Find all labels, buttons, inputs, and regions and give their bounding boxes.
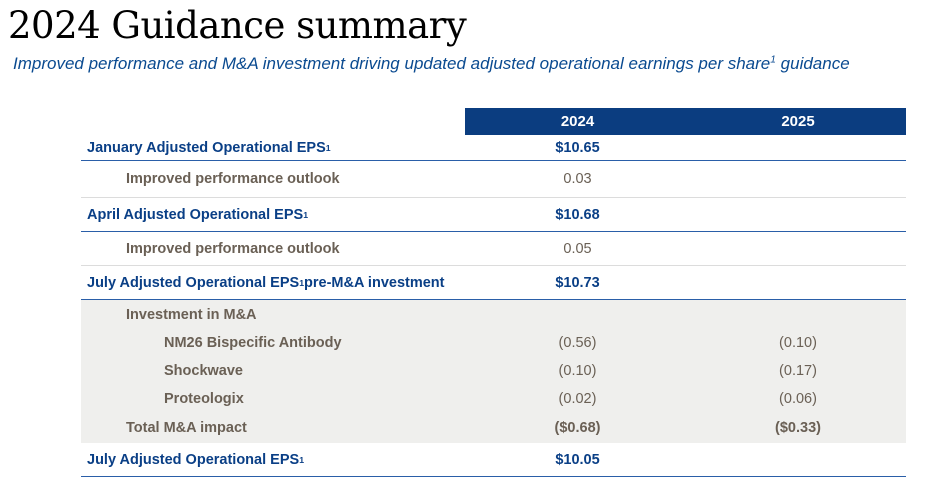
value-2025: (0.17) <box>779 363 817 379</box>
table-row-improved-performance-1: Improved performance outlook 0.03 <box>81 161 906 198</box>
table-row-july-eps-final: July Adjusted Operational EPS 1 $10.05 <box>81 443 906 477</box>
column-header-2025: 2025 <box>690 108 906 135</box>
row-label-text: July Adjusted Operational EPS <box>87 451 300 468</box>
value-2025: (0.06) <box>779 391 817 407</box>
value-2024: $10.65 <box>555 139 600 156</box>
column-header-2024: 2024 <box>465 108 690 135</box>
table-row-proteologix: Proteologix (0.02) (0.06) <box>81 385 906 413</box>
table-row-improved-performance-2: Improved performance outlook 0.05 <box>81 232 906 266</box>
value-2024 <box>465 300 690 329</box>
guidance-table: 2024 2025 January Adjusted Operational E… <box>81 108 906 477</box>
row-label-tail: pre-M&A investment <box>304 274 445 291</box>
row-label: July Adjusted Operational EPS 1 pre-M&A in… <box>87 274 445 291</box>
table-row-nm26: NM26 Bispecific Antibody (0.56) (0.10) <box>81 329 906 357</box>
page-subtitle: Improved performance and M&A investment … <box>13 54 850 74</box>
row-label: January Adjusted Operational EPS 1 <box>87 139 331 156</box>
value-2025 <box>690 266 906 299</box>
table-row-july-eps-pre-ma: July Adjusted Operational EPS 1 pre-M&A in… <box>81 266 906 300</box>
row-label-text: April Adjusted Operational EPS <box>87 206 304 223</box>
value-2025 <box>690 443 906 476</box>
row-label: Total M&A impact <box>126 420 247 436</box>
value-2025 <box>690 300 906 329</box>
row-label: Proteologix <box>164 391 244 407</box>
value-2024: $10.68 <box>555 206 600 223</box>
value-2025 <box>690 161 906 197</box>
value-2024: 0.05 <box>563 240 592 257</box>
row-label: Shockwave <box>164 363 243 379</box>
subtitle-footnote-marker: 1 <box>770 54 776 66</box>
row-label: July Adjusted Operational EPS 1 <box>87 451 305 468</box>
table-row-january-eps: January Adjusted Operational EPS 1 $10.65 <box>81 135 906 161</box>
row-label-text: July Adjusted Operational EPS <box>87 274 300 291</box>
value-2025: (0.10) <box>779 335 817 351</box>
subtitle-text: Improved performance and M&A investment … <box>13 54 771 73</box>
table-header-row: 2024 2025 <box>81 108 906 135</box>
table-row-april-eps: April Adjusted Operational EPS 1 $10.68 <box>81 198 906 232</box>
value-2025 <box>690 232 906 265</box>
row-label: Improved performance outlook <box>126 240 340 257</box>
value-2024: (0.10) <box>558 363 597 379</box>
table-row-total-ma-impact: Total M&A impact ($0.68) ($0.33) <box>81 413 906 443</box>
value-2024: (0.56) <box>558 335 597 351</box>
table-row-shockwave: Shockwave (0.10) (0.17) <box>81 357 906 385</box>
value-2024: $10.05 <box>555 451 600 468</box>
value-2025: ($0.33) <box>775 420 821 436</box>
value-2024: $10.73 <box>555 274 600 291</box>
table-row-investment-in-ma: Investment in M&A <box>81 300 906 329</box>
row-label-text: January Adjusted Operational EPS <box>87 139 326 156</box>
value-2025 <box>690 198 906 231</box>
value-2024: 0.03 <box>563 171 592 187</box>
subtitle-tail: guidance <box>775 54 850 73</box>
value-2025 <box>690 135 906 160</box>
page-title: 2024 Guidance summary <box>8 4 467 47</box>
row-label: NM26 Bispecific Antibody <box>164 335 342 351</box>
value-2024: ($0.68) <box>554 420 601 436</box>
row-label: April Adjusted Operational EPS 1 <box>87 206 309 223</box>
value-2024: (0.02) <box>558 391 597 407</box>
row-label: Investment in M&A <box>126 306 257 323</box>
row-label: Improved performance outlook <box>126 171 340 187</box>
